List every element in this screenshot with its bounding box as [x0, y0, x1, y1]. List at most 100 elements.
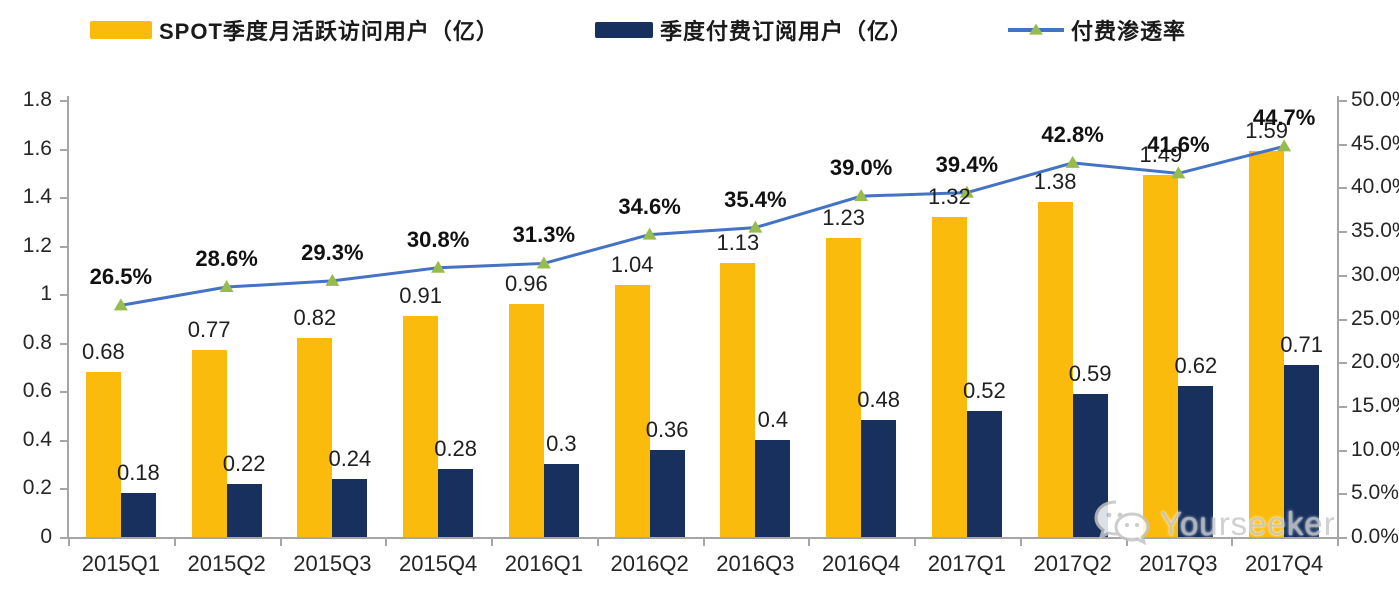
y-axis-right-label: 35.0% — [1351, 219, 1399, 243]
triangle-marker-icon — [748, 220, 763, 233]
bar-mau — [931, 216, 967, 537]
legend-label-subs: 季度付费订阅用户（亿） — [660, 19, 914, 44]
bar-label-subs: 0.62 — [1174, 353, 1218, 379]
bar-subs — [966, 410, 1002, 537]
triangle-marker-icon — [1277, 139, 1292, 152]
triangle-marker-icon — [1171, 166, 1186, 179]
bar-mau — [826, 238, 862, 537]
y-axis-right-tick — [1339, 493, 1347, 496]
bar-label-subs: 0.52 — [962, 377, 1006, 403]
bar-mau — [614, 284, 650, 537]
legend-label-penetration: 付费渗透率 — [1071, 19, 1187, 44]
y-axis-left-tick — [60, 391, 68, 394]
y-axis-right-tick — [1339, 537, 1347, 539]
y-axis-left-tick — [60, 197, 68, 200]
bar-mau — [508, 303, 544, 537]
penetration-label: 35.4% — [724, 186, 787, 212]
triangle-marker-icon — [325, 273, 340, 286]
x-axis-category-label: 2017Q1 — [927, 551, 1007, 576]
legend-item-subs: 季度付费订阅用户（亿） — [595, 16, 913, 44]
y-axis-right-label: 50.0% — [1351, 88, 1399, 111]
legend-item-mau: SPOT季度月活跃访问用户（亿） — [90, 16, 499, 44]
y-axis-left-label: 1 — [40, 282, 52, 306]
bar-label-subs: 0.3 — [546, 431, 577, 457]
triangle-marker-icon — [1065, 155, 1080, 168]
watermark: Yourseeker — [1092, 498, 1336, 550]
bar-label-mau: 1.04 — [610, 251, 654, 277]
watermark-text: Yourseeker — [1160, 505, 1336, 542]
x-axis-tick — [385, 539, 388, 546]
bar-subs — [1284, 364, 1320, 537]
y-axis-right-label: 0.0% — [1351, 525, 1399, 548]
triangle-marker-icon — [1029, 23, 1043, 35]
bar-mau — [1143, 175, 1179, 537]
y-axis-left-label: 0.2 — [22, 476, 52, 500]
penetration-label: 44.7% — [1252, 105, 1316, 131]
y-axis-right-label: 5.0% — [1351, 481, 1399, 505]
y-axis-left-tick — [60, 294, 68, 297]
bar-subs — [861, 420, 897, 537]
penetration-label: 31.3% — [512, 222, 576, 248]
x-axis-category-label: 2016Q1 — [504, 551, 584, 576]
penetration-label: 39.0% — [829, 155, 893, 181]
x-axis-category-label: 2017Q4 — [1244, 551, 1324, 576]
y-axis-left-label: 0 — [40, 525, 52, 548]
bar-label-mau: 1.32 — [927, 183, 971, 209]
y-axis-right-label: 10.0% — [1351, 437, 1399, 461]
x-axis-tick — [1231, 539, 1234, 546]
triangle-marker-icon — [431, 260, 446, 273]
triangle-marker-icon — [854, 189, 869, 202]
y-axis-right-tick — [1339, 187, 1347, 190]
y-axis-right-label: 30.0% — [1351, 262, 1399, 286]
y-axis-right-label: 15.0% — [1351, 393, 1399, 417]
bar-label-mau: 0.96 — [504, 270, 548, 296]
penetration-label: 29.3% — [301, 239, 364, 265]
bar-label-subs: 0.22 — [222, 450, 266, 476]
y-axis-right-label: 20.0% — [1351, 350, 1399, 374]
y-axis-right-tick — [1339, 449, 1347, 452]
x-axis-tick — [1019, 539, 1022, 546]
x-axis-category-label: 2015Q4 — [398, 551, 478, 576]
bar-mau — [85, 371, 121, 537]
x-axis-tick — [173, 539, 176, 546]
bar-mau — [1249, 150, 1285, 537]
y-axis-right-label: 40.0% — [1351, 175, 1399, 199]
x-axis-tick — [1337, 539, 1339, 546]
x-axis-tick — [279, 539, 282, 546]
x-axis-tick — [702, 539, 705, 546]
penetration-label: 26.5% — [89, 264, 153, 290]
y-axis-left-label: 1.8 — [22, 88, 52, 111]
penetration-label: 42.8% — [1041, 121, 1104, 147]
y-axis-right-tick — [1339, 100, 1347, 102]
bar-subs — [649, 449, 685, 537]
y-axis-left-label: 0.8 — [22, 330, 52, 354]
wechat-icon — [1094, 500, 1150, 546]
triangle-marker-icon — [219, 280, 234, 293]
triangle-marker-icon — [642, 227, 657, 240]
bar-label-mau: 0.82 — [293, 304, 337, 330]
bar-label-subs: 0.59 — [1068, 360, 1112, 386]
penetration-label: 39.4% — [935, 151, 999, 177]
legend-label-mau: SPOT季度月活跃访问用户（亿） — [159, 19, 499, 44]
bar-label-mau: 1.59 — [1245, 117, 1289, 143]
y-axis-left-tick — [60, 488, 68, 491]
y-axis-right-tick — [1339, 231, 1347, 234]
bar-subs — [755, 439, 791, 537]
bar-mau — [720, 262, 756, 537]
x-axis-category-label: 2015Q2 — [187, 551, 266, 576]
x-axis-tick — [68, 539, 70, 546]
y-axis-left-label: 1.6 — [22, 136, 52, 160]
x-axis-tick — [596, 539, 599, 546]
y-axis-left-label: 0.4 — [22, 427, 52, 451]
x-axis-category-label: 2015Q1 — [81, 551, 161, 576]
bar-label-subs: 0.28 — [434, 436, 478, 462]
bar-label-subs: 0.36 — [645, 416, 689, 442]
penetration-label: 30.8% — [406, 226, 470, 252]
bar-subs — [120, 493, 156, 537]
y-axis-right-label: 25.0% — [1351, 306, 1399, 330]
x-axis-category-label: 2017Q2 — [1033, 551, 1112, 576]
bar-mau — [1037, 201, 1073, 537]
